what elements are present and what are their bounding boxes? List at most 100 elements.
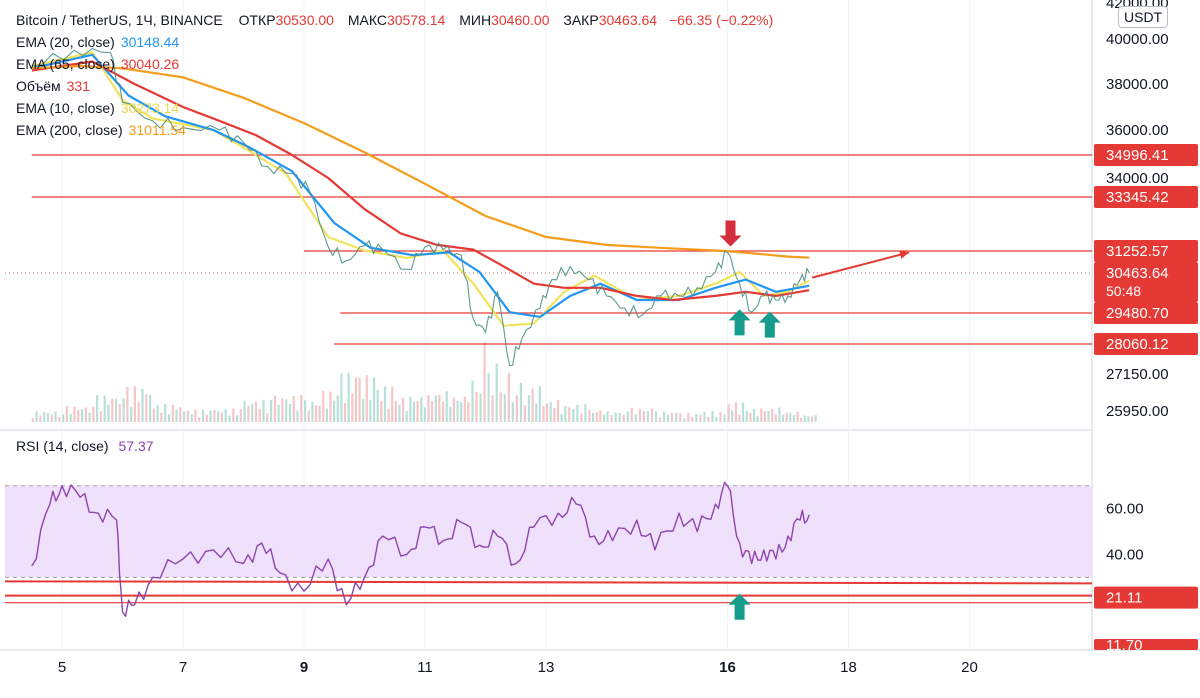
volume-bar [365, 375, 368, 422]
volume-bar [281, 398, 284, 422]
rsi-line [31, 481, 810, 617]
volume-bar [171, 404, 174, 422]
volume-bar [519, 382, 522, 422]
volume-bar [318, 405, 321, 422]
volume-bar [46, 413, 50, 422]
volume-bar [277, 404, 280, 422]
volume-bar [564, 405, 567, 422]
time-tick-label: 13 [538, 659, 555, 676]
volume-bar [273, 395, 276, 422]
volume-bar [35, 411, 38, 422]
price-tick-label: 40000.00 [1106, 31, 1169, 48]
volume-bar [156, 405, 159, 422]
volume-bar [503, 394, 506, 422]
volume-bar [288, 403, 292, 422]
rsi-label: RSI (14, close) [16, 438, 109, 454]
rsi-value: 57.37 [118, 438, 154, 454]
symbol-title: Bitcoin / TetherUS, 1Ч, BINANCE [16, 12, 223, 28]
volume-bar [145, 394, 148, 422]
price-marker-box [1094, 185, 1198, 208]
volume-bar [387, 408, 390, 422]
volume-bar [198, 417, 201, 422]
legend-volume[interactable]: Объём 331 [16, 75, 773, 97]
volume-bar [675, 412, 678, 422]
volume-bar [254, 401, 257, 422]
legend-value: 30273.14 [120, 100, 180, 116]
change-value: −66.35 (−0.22%) [668, 12, 774, 28]
volume-bar [560, 413, 563, 422]
volume-bar [610, 415, 613, 422]
volume-bar [107, 404, 110, 422]
volume-bar [296, 410, 299, 422]
legend-value: 331 [66, 78, 90, 94]
volume-bar [228, 415, 231, 422]
volume-bar [475, 391, 478, 422]
volume-bar [31, 418, 34, 422]
volume-bar [745, 410, 748, 422]
volume-bar [43, 412, 46, 422]
volume-bar [646, 411, 649, 422]
volume-bar [354, 377, 357, 422]
volume-bar [456, 400, 459, 422]
legend-value: 30148.44 [120, 34, 180, 50]
rsi-legend[interactable]: RSI (14, close) 57.37 [16, 438, 154, 454]
volume-bar [99, 411, 102, 422]
volume-bar [183, 411, 186, 422]
rsi-marker-label: 21.11 [1106, 590, 1142, 607]
volume-bar [126, 387, 129, 422]
price-tick-label: 36000.00 [1106, 122, 1169, 139]
price-marker-box [1094, 261, 1198, 302]
price-tick-label: 27150.00 [1106, 366, 1169, 383]
volume-bar [683, 418, 686, 422]
time-tick-label: 18 [840, 659, 857, 676]
legend-ema-200[interactable]: EMA (200, close) 31011.54 [16, 119, 773, 141]
volume-bar [243, 400, 246, 422]
volume-bar [719, 411, 722, 422]
volume-bar [711, 411, 714, 422]
volume-bar [807, 416, 810, 422]
legend-ema-10[interactable]: EMA (10, close) 30273.14 [16, 97, 773, 119]
volume-bar [247, 405, 250, 422]
volume-bar [213, 409, 216, 422]
legend-label: EMA (65, close) [16, 56, 115, 72]
volume-bar [602, 414, 606, 422]
volume-bar [523, 405, 526, 422]
price-marker-box [1094, 332, 1198, 355]
volume-bar [427, 395, 430, 422]
volume-bar [734, 402, 737, 422]
volume-bar [699, 414, 702, 422]
volume-bar [270, 400, 273, 422]
volume-bar [88, 412, 91, 422]
volume-bar [336, 395, 339, 422]
volume-bar [409, 396, 412, 422]
volume-bar [347, 372, 350, 422]
volume-bar [412, 401, 416, 422]
volume-bar [362, 399, 365, 422]
price-marker-label: 29480.70 [1106, 305, 1169, 322]
volume-bar [65, 405, 68, 422]
volume-bar [205, 414, 208, 422]
volume-bar [634, 414, 637, 422]
ema-line [31, 51, 810, 327]
volume-bar [164, 404, 167, 422]
volume-bar [314, 405, 318, 422]
legend-label: EMA (10, close) [16, 100, 115, 116]
volume-bar [723, 414, 726, 422]
volume-bar [292, 395, 295, 422]
volume-bar [130, 407, 133, 422]
currency-selector[interactable]: USDT [1118, 6, 1169, 28]
volume-bar [351, 393, 354, 422]
low-value: 30460.00 [491, 12, 550, 28]
volume-bar [340, 373, 343, 422]
volume-bar [343, 403, 347, 422]
volume-bar [810, 416, 814, 422]
horizontal-levels [5, 154, 1092, 345]
time-tick-label: 11 [417, 659, 433, 676]
legend-ema-20[interactable]: EMA (20, close) 30148.44 [16, 31, 773, 53]
ema-lines [31, 51, 810, 327]
legend-ema-65[interactable]: EMA (65, close) 30040.26 [16, 53, 773, 75]
time-tick-label: 5 [58, 659, 66, 676]
legend-label: Объём [16, 78, 61, 94]
volume-bar [467, 402, 470, 422]
